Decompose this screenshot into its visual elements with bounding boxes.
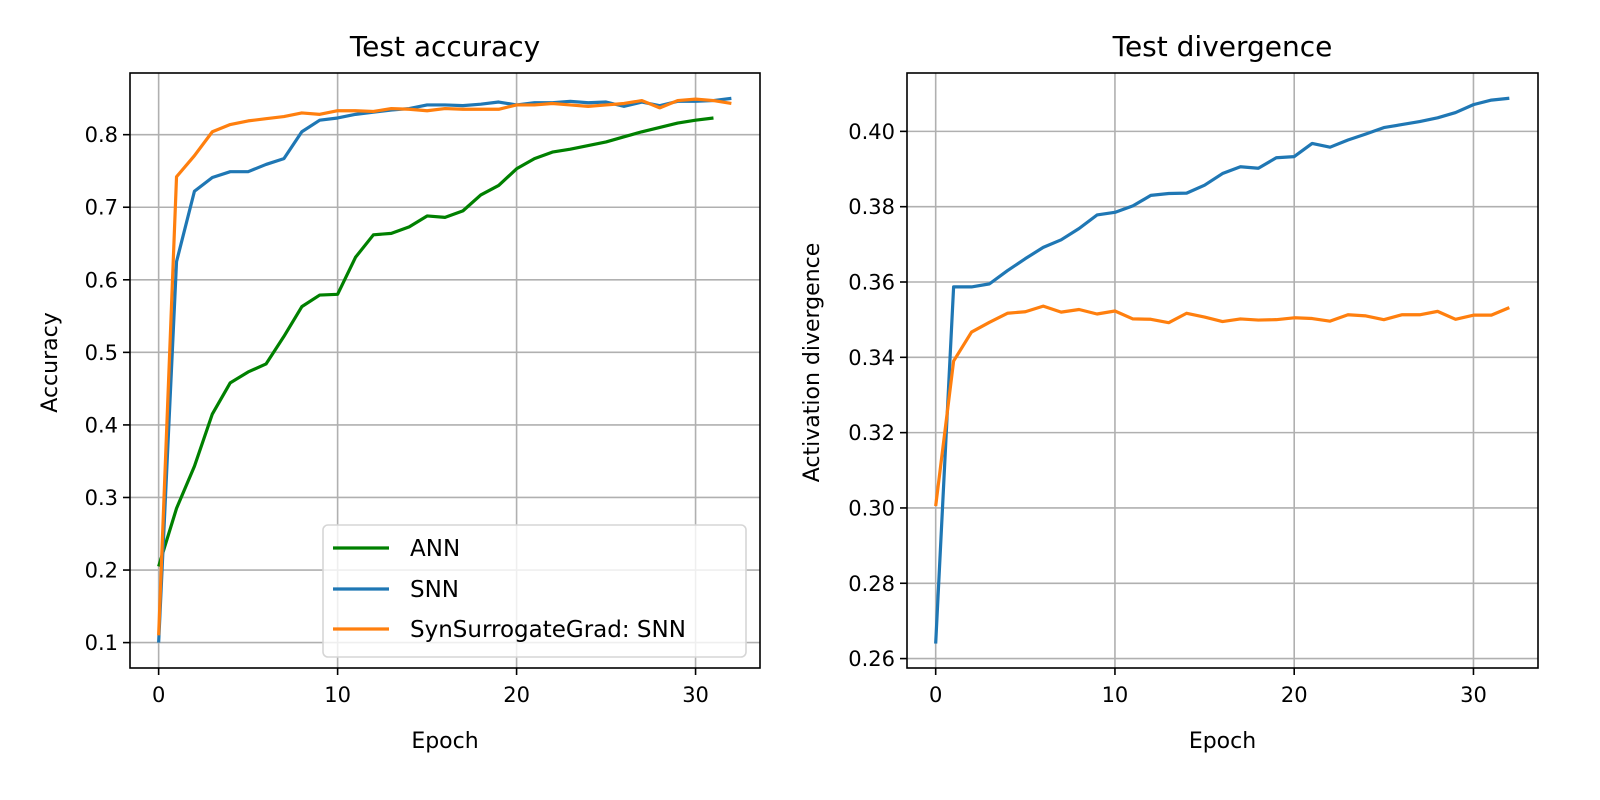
accuracy-series-line-ann bbox=[157, 116, 714, 567]
divergence-plot-frame bbox=[906, 72, 1539, 669]
divergence-series-lines bbox=[934, 96, 1510, 644]
divergence-ticks: 0 10 20 30 0.26 0.28 0.30 0.32 0.34 0.36 0.38 0.40 bbox=[848, 120, 1487, 707]
divergence-chart-title: Test divergence bbox=[1112, 30, 1333, 63]
accuracy-x-axis-label: Epoch bbox=[411, 729, 478, 754]
accuracy-x-tick-label: 20 bbox=[503, 683, 530, 707]
divergence-grid bbox=[907, 73, 1538, 668]
accuracy-ticks: 0 10 20 30 0.1 0.2 0.3 0.4 0.5 0.6 0.7 0.8 bbox=[85, 123, 709, 707]
divergence-y-tick-label: 0.30 bbox=[848, 496, 895, 520]
legend-label-ann: ANN bbox=[410, 536, 460, 562]
divergence-y-tick-label: 0.34 bbox=[848, 346, 895, 370]
accuracy-y-tick-label: 0.2 bbox=[85, 559, 118, 583]
accuracy-y-tick-label: 0.5 bbox=[85, 341, 118, 365]
accuracy-plot-frame bbox=[129, 72, 761, 669]
divergence-y-tick-label: 0.40 bbox=[848, 120, 895, 144]
divergence-x-tick-label: 20 bbox=[1281, 683, 1308, 707]
legend-label-snn: SNN bbox=[410, 577, 459, 603]
accuracy-series-lines bbox=[157, 96, 732, 643]
divergence-series-line-snn bbox=[934, 96, 1510, 644]
divergence-y-tick-label: 0.32 bbox=[848, 421, 895, 445]
accuracy-y-axis-label: Accuracy bbox=[38, 312, 63, 412]
accuracy-chart-title: Test accuracy bbox=[349, 30, 540, 63]
divergence-y-tick-label: 0.36 bbox=[848, 271, 895, 295]
accuracy-y-tick-label: 0.3 bbox=[85, 486, 118, 510]
divergence-x-tick-label: 30 bbox=[1460, 683, 1487, 707]
legend-label-synsurrogategrad-snn: SynSurrogateGrad: SNN bbox=[410, 617, 686, 643]
accuracy-grid bbox=[130, 73, 760, 668]
divergence-series-line-synsurrogategrad-snn bbox=[934, 304, 1510, 507]
accuracy-x-tick-label: 10 bbox=[324, 683, 351, 707]
divergence-x-tick-label: 0 bbox=[929, 683, 942, 707]
accuracy-series-line-synsurrogategrad-snn bbox=[157, 97, 732, 636]
accuracy-x-tick-label: 0 bbox=[152, 683, 165, 707]
divergence-x-axis-label: Epoch bbox=[1189, 729, 1256, 754]
accuracy-y-tick-label: 0.7 bbox=[85, 196, 118, 220]
divergence-y-axis-label: Activation divergence bbox=[800, 243, 825, 483]
accuracy-chart: 0 10 20 30 0.1 0.2 0.3 0.4 0.5 0.6 0.7 0.8 Test acc… bbox=[38, 30, 761, 754]
divergence-y-tick-label: 0.38 bbox=[848, 195, 895, 219]
accuracy-y-tick-label: 0.6 bbox=[85, 268, 118, 292]
accuracy-y-tick-label: 0.4 bbox=[85, 413, 118, 437]
accuracy-series-line-snn bbox=[157, 96, 732, 643]
accuracy-legend: ANN SNN SynSurrogateGrad: SNN bbox=[322, 524, 747, 658]
divergence-y-tick-label: 0.26 bbox=[848, 647, 895, 671]
accuracy-y-tick-label: 0.8 bbox=[85, 123, 118, 147]
divergence-chart: 0 10 20 300.260.280.300.320.340.360.380.40 … bbox=[800, 30, 1539, 754]
legend-box bbox=[322, 524, 747, 658]
divergence-x-tick-label: 10 bbox=[1102, 683, 1129, 707]
accuracy-y-tick-label: 0.1 bbox=[85, 631, 118, 655]
divergence-y-tick-label: 0.28 bbox=[848, 572, 895, 596]
accuracy-x-tick-label: 30 bbox=[682, 683, 709, 707]
